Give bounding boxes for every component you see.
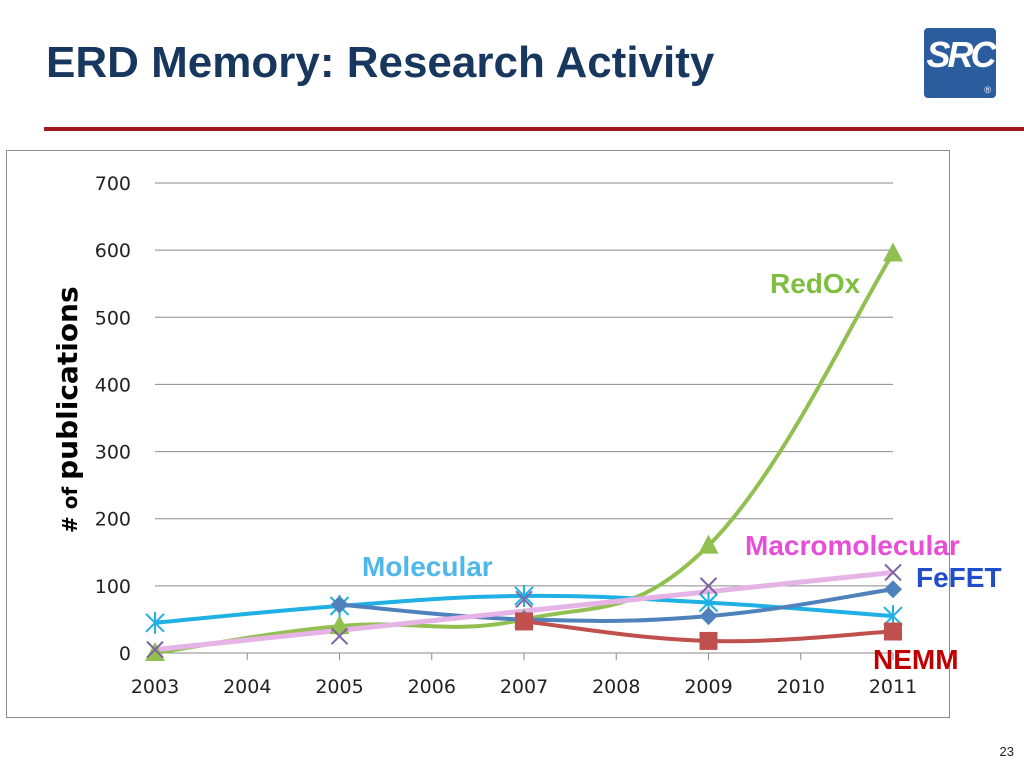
x-tick-label: 2011 bbox=[869, 676, 917, 698]
marker-redox bbox=[329, 615, 350, 635]
x-tick-label: 2003 bbox=[131, 676, 179, 698]
label-redox: RedOx bbox=[770, 268, 861, 299]
y-tick-label: 500 bbox=[95, 307, 131, 329]
marker-redox bbox=[883, 242, 903, 262]
series-line-fefet bbox=[339, 587, 894, 623]
x-tick-label: 2009 bbox=[684, 676, 732, 698]
label-macromolecular: Macromolecular bbox=[745, 530, 960, 561]
y-tick-label: 600 bbox=[95, 240, 131, 262]
x-tick-label: 2010 bbox=[777, 676, 825, 698]
marker-macromolecular bbox=[330, 627, 349, 645]
marker-nemm bbox=[515, 612, 533, 631]
label-fefet: FeFET bbox=[916, 562, 1002, 593]
x-tick-label: 2008 bbox=[592, 676, 640, 698]
marker-fefet bbox=[699, 607, 718, 626]
x-tick-label: 2004 bbox=[223, 676, 271, 698]
marker-nemm bbox=[884, 622, 902, 641]
marker-redox bbox=[145, 642, 165, 661]
y-axis-title: # of publications bbox=[51, 286, 84, 533]
marker-redox bbox=[698, 534, 719, 554]
marker-macromolecular bbox=[146, 640, 164, 659]
y-tick-label: 700 bbox=[95, 173, 131, 195]
marker-molecular bbox=[514, 584, 534, 607]
title-divider bbox=[44, 127, 1024, 131]
x-tick-label: 2006 bbox=[408, 676, 456, 698]
marker-nemm bbox=[699, 631, 718, 650]
x-tick-label: 2005 bbox=[315, 676, 363, 698]
label-nemm: NEMM bbox=[873, 644, 959, 675]
chart-frame: 0 100 200 300 400 500 600 700 2003 2004 2005 2006 20… bbox=[6, 150, 950, 718]
marker-fefet bbox=[330, 595, 349, 614]
y-tick-label: 400 bbox=[95, 374, 131, 396]
label-molecular: Molecular bbox=[362, 551, 493, 582]
x-tick-label: 2007 bbox=[500, 676, 548, 698]
slide-title: ERD Memory: Research Activity bbox=[46, 38, 715, 87]
marker-fefet bbox=[884, 580, 902, 599]
page-number: 23 bbox=[999, 744, 1014, 759]
y-tick-label: 0 bbox=[119, 643, 131, 665]
marker-molecular bbox=[145, 611, 165, 634]
y-tick-label: 200 bbox=[95, 509, 131, 531]
marker-macromolecular bbox=[515, 590, 533, 608]
logo-registered-mark: ® bbox=[984, 85, 991, 95]
y-tick-label: 100 bbox=[95, 576, 131, 598]
y-tick-label: 300 bbox=[95, 442, 131, 464]
marker-macromolecular bbox=[884, 563, 902, 582]
src-logo: SRC ® bbox=[924, 28, 996, 98]
line-chart: 0 100 200 300 400 500 600 700 2003 2004 2005 2006 20… bbox=[51, 173, 917, 698]
marker-macromolecular bbox=[699, 577, 718, 595]
series-line-redox bbox=[154, 252, 895, 655]
logo-text: SRC bbox=[926, 34, 996, 75]
